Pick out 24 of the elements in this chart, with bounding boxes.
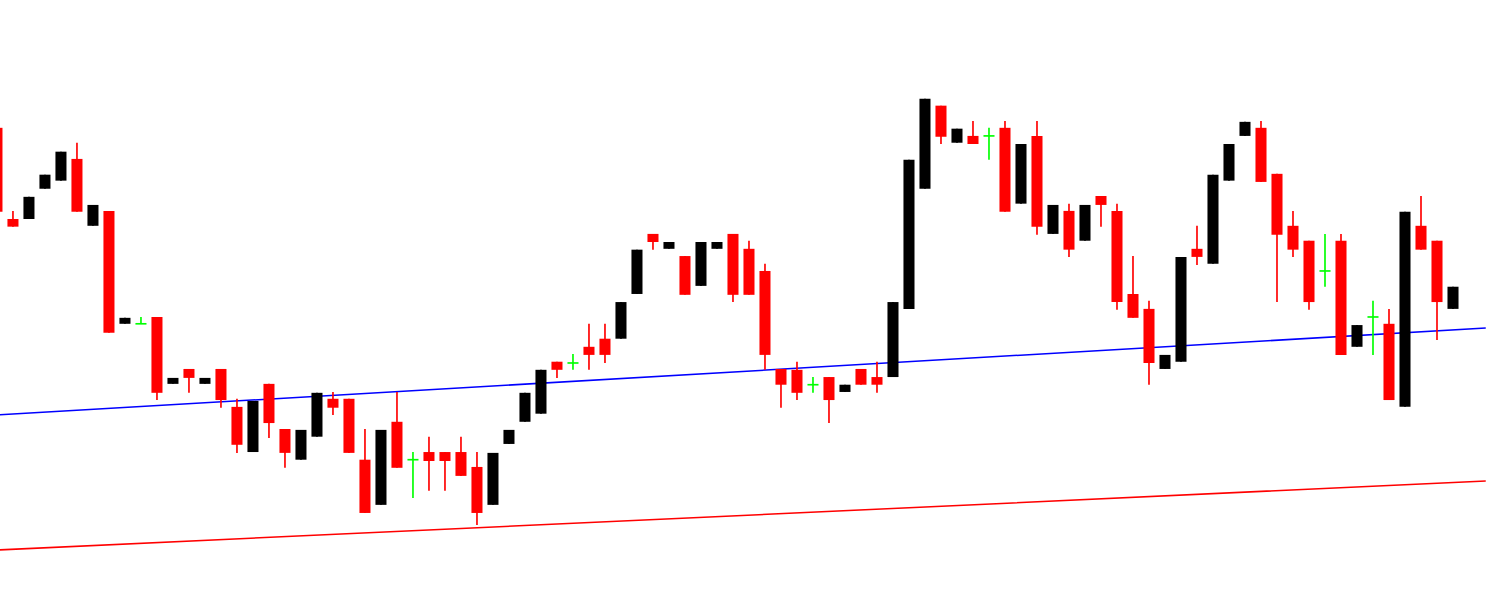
candlestick <box>982 126 996 161</box>
candlestick <box>327 391 339 416</box>
candlestick <box>279 428 291 469</box>
candlestick <box>1095 195 1107 228</box>
candlestick <box>806 376 820 394</box>
candlestick <box>1318 233 1332 288</box>
candlestick <box>871 360 883 394</box>
candlestick <box>1366 299 1380 356</box>
candlestick <box>566 353 580 371</box>
candlestick <box>423 435 435 492</box>
candlestick <box>1127 255 1139 319</box>
candlestick <box>1351 324 1363 348</box>
candlestick <box>1287 210 1299 258</box>
candlestick <box>791 360 803 401</box>
candlestick <box>439 451 451 492</box>
candlestick <box>583 322 595 371</box>
candlestick <box>823 376 835 424</box>
candlestick <box>1191 224 1203 266</box>
candlestick <box>134 316 148 325</box>
candlestick <box>775 368 787 409</box>
candlestick <box>1415 195 1427 251</box>
candlestick <box>455 435 467 477</box>
candlestick <box>599 322 611 364</box>
candlestick <box>406 451 420 499</box>
